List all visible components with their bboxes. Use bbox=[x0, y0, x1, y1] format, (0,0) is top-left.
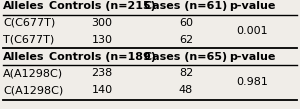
Text: Controls (n=215): Controls (n=215) bbox=[49, 1, 155, 11]
Text: 300: 300 bbox=[92, 18, 112, 28]
Text: Alleles: Alleles bbox=[3, 52, 44, 61]
Text: C(C677T): C(C677T) bbox=[3, 18, 55, 28]
Text: 140: 140 bbox=[92, 85, 112, 95]
Text: Controls (n=189): Controls (n=189) bbox=[49, 52, 155, 61]
Text: C(A1298C): C(A1298C) bbox=[3, 85, 63, 95]
Text: 82: 82 bbox=[179, 68, 193, 78]
Text: 0.981: 0.981 bbox=[236, 77, 268, 87]
Text: 62: 62 bbox=[179, 35, 193, 45]
Text: 48: 48 bbox=[179, 85, 193, 95]
Text: 130: 130 bbox=[92, 35, 112, 45]
Text: 0.001: 0.001 bbox=[236, 26, 268, 36]
Text: T(C677T): T(C677T) bbox=[3, 35, 54, 45]
Text: Cases (n=61): Cases (n=61) bbox=[144, 1, 228, 11]
Text: 238: 238 bbox=[92, 68, 112, 78]
Text: 60: 60 bbox=[179, 18, 193, 28]
Text: A(A1298C): A(A1298C) bbox=[3, 68, 63, 78]
Text: p-value: p-value bbox=[229, 52, 275, 61]
Text: p-value: p-value bbox=[229, 1, 275, 11]
Text: Cases (n=65): Cases (n=65) bbox=[144, 52, 228, 61]
Text: Alleles: Alleles bbox=[3, 1, 44, 11]
